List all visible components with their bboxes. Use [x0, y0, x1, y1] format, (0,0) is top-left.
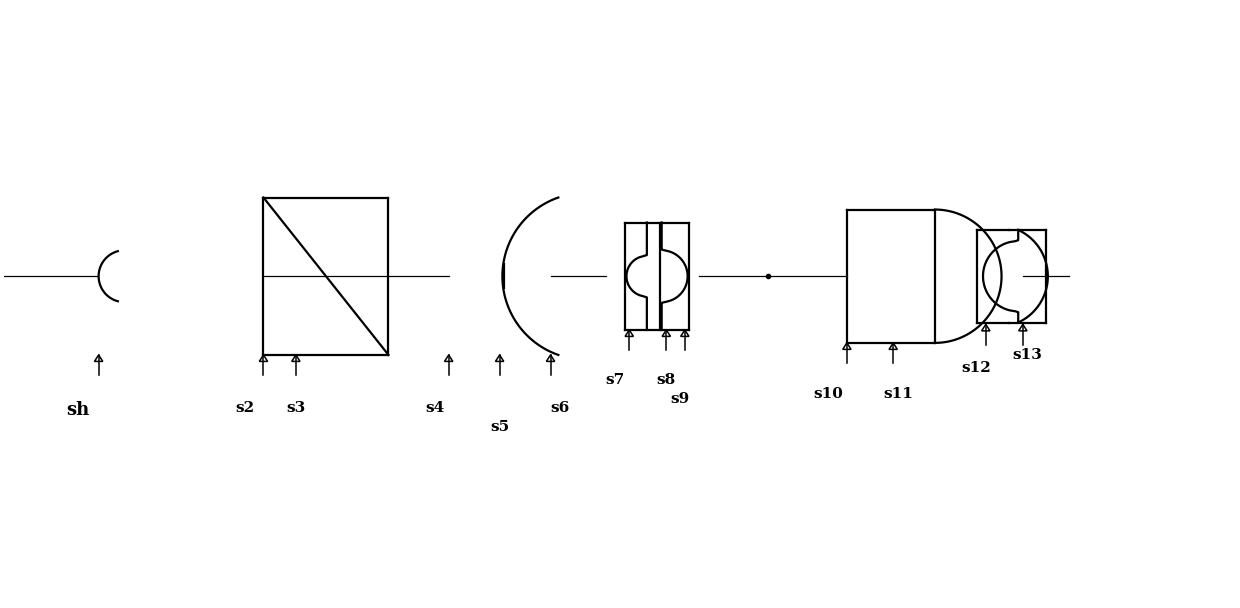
- Text: s13: s13: [1013, 348, 1043, 362]
- Text: s7: s7: [606, 373, 625, 387]
- Text: s2: s2: [236, 401, 254, 415]
- Text: s3: s3: [286, 401, 305, 415]
- Text: s5: s5: [490, 420, 510, 434]
- Text: s6: s6: [551, 401, 569, 415]
- Text: s4: s4: [425, 401, 444, 415]
- Text: s8: s8: [657, 373, 676, 387]
- Text: s10: s10: [813, 387, 843, 401]
- Text: sh: sh: [67, 401, 89, 420]
- Text: s12: s12: [962, 361, 992, 375]
- Text: s9: s9: [671, 392, 689, 406]
- Text: s11: s11: [883, 387, 913, 401]
